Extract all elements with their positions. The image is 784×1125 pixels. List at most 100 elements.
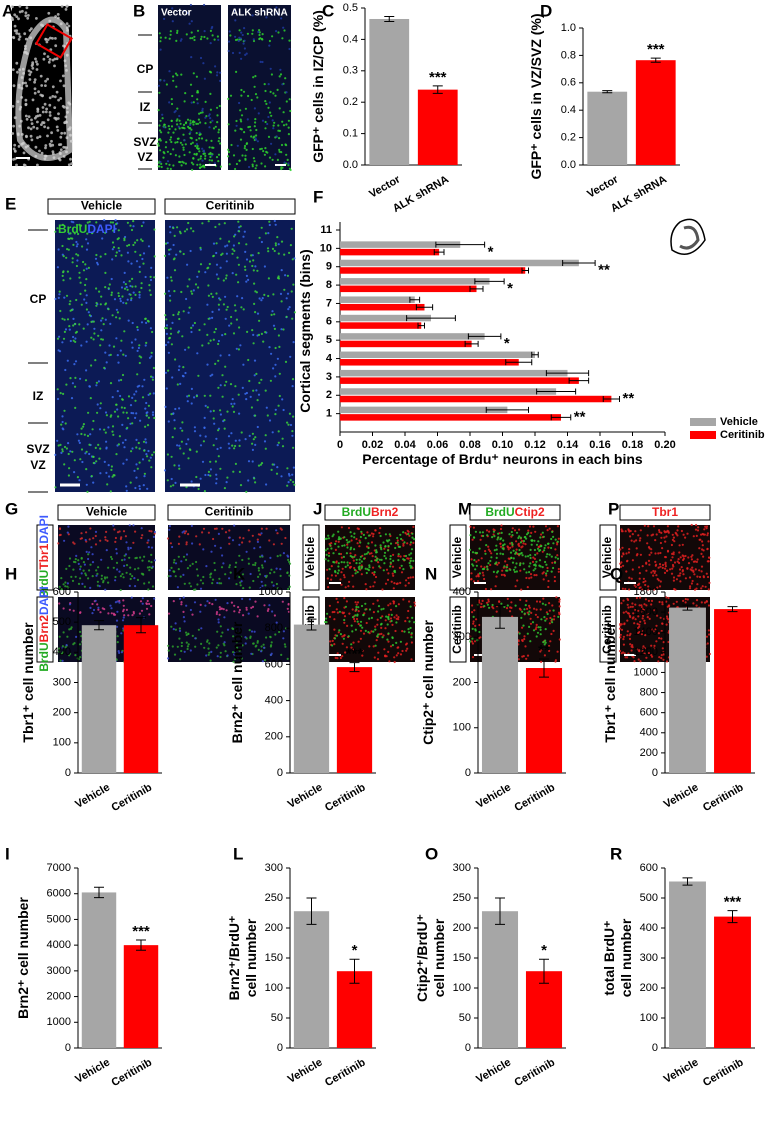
cell-dot (190, 290, 193, 293)
cell-dot (141, 257, 144, 261)
cell-dot (269, 635, 272, 638)
cell-dot (248, 629, 251, 632)
cell-dot (145, 341, 148, 344)
cell-dot (81, 245, 84, 248)
cell-dot (372, 611, 375, 614)
cell-dot (189, 131, 192, 134)
cell-dot (475, 551, 479, 555)
cell-dot (384, 557, 388, 560)
cell-dot (134, 585, 137, 588)
cell-dot (288, 47, 291, 51)
x-tick-label: Ceritinib (512, 781, 557, 814)
y-tick-label: 200 (640, 982, 658, 994)
cell-dot (495, 552, 499, 555)
cell-dot (260, 580, 263, 583)
cell-dot (256, 269, 259, 272)
cell-dot (57, 248, 60, 251)
cell-dot (275, 30, 278, 33)
cell-dot (148, 289, 151, 292)
cell-dot (536, 552, 539, 555)
cell-dot (79, 537, 82, 540)
cell-dot (665, 596, 668, 599)
cell-dot (96, 603, 99, 606)
cell-dot (196, 275, 199, 278)
cell-dot (188, 127, 191, 130)
bar (123, 945, 159, 1048)
cell-dot (340, 561, 343, 564)
cell-dot (170, 343, 173, 346)
cell-dot (244, 157, 247, 160)
cell-dot (538, 600, 542, 603)
cell-dot (285, 91, 288, 94)
cell-dot (700, 601, 703, 604)
cell-dot (185, 228, 189, 231)
cell-dot (213, 561, 216, 565)
cell-dot (180, 649, 183, 653)
cell-dot (398, 566, 401, 570)
cell-dot (181, 374, 184, 377)
cell-dot (89, 563, 92, 566)
cell-dot (385, 568, 389, 571)
cell-dot (188, 448, 191, 451)
cell-dot (624, 587, 627, 591)
cell-dot (60, 131, 64, 135)
cell-dot (182, 133, 185, 136)
cell-dot (182, 252, 185, 256)
cell-dot (281, 83, 284, 86)
cell-dot (69, 277, 72, 280)
cell-dot (132, 291, 135, 294)
cell-dot (545, 555, 548, 558)
cell-dot (198, 150, 201, 153)
cell-dot (235, 70, 238, 73)
cell-dot (130, 262, 133, 265)
cell-dot (506, 569, 509, 572)
cell-dot (185, 604, 188, 607)
cell-dot (187, 12, 190, 15)
cell-dot (238, 444, 241, 447)
cell-dot (232, 635, 235, 638)
significance: * (488, 243, 494, 260)
cell-dot (643, 647, 647, 650)
cell-dot (524, 555, 527, 558)
cell-dot (209, 117, 212, 120)
cell-dot (286, 421, 289, 424)
cell-dot (658, 637, 661, 640)
cell-dot (208, 262, 211, 266)
cell-dot (78, 479, 81, 482)
cell-dot (218, 613, 221, 616)
cell-dot (135, 463, 138, 466)
cell-dot (129, 284, 132, 288)
cell-dot (400, 564, 403, 567)
cell-dot (178, 407, 181, 410)
cell-dot (105, 446, 108, 449)
panel-letter: F (313, 187, 323, 206)
cell-dot (206, 363, 209, 366)
cell-dot (168, 528, 171, 531)
cell-dot (236, 144, 239, 147)
cell-dot (529, 554, 532, 557)
cell-dot (657, 566, 660, 569)
cell-dot (704, 525, 707, 528)
cell-dot (628, 614, 631, 617)
cell-dot (148, 459, 151, 462)
cell-dot (409, 543, 412, 546)
cell-dot (123, 564, 126, 568)
cell-dot (251, 460, 254, 463)
cell-dot (283, 253, 286, 256)
cell-dot (503, 573, 506, 577)
cell-dot (478, 572, 481, 575)
error-bar (469, 285, 484, 292)
cell-dot (330, 542, 333, 545)
cell-dot (279, 292, 283, 295)
cell-dot (183, 620, 186, 623)
cell-dot (642, 577, 646, 580)
cell-dot (15, 163, 18, 167)
cell-dot (83, 563, 86, 566)
stain: Brn2 (371, 505, 399, 519)
cell-dot (46, 77, 49, 81)
cell-dot (492, 607, 495, 610)
bar (336, 971, 373, 1048)
bar (587, 91, 628, 165)
cell-dot (198, 131, 201, 134)
cell-dot (408, 534, 411, 537)
